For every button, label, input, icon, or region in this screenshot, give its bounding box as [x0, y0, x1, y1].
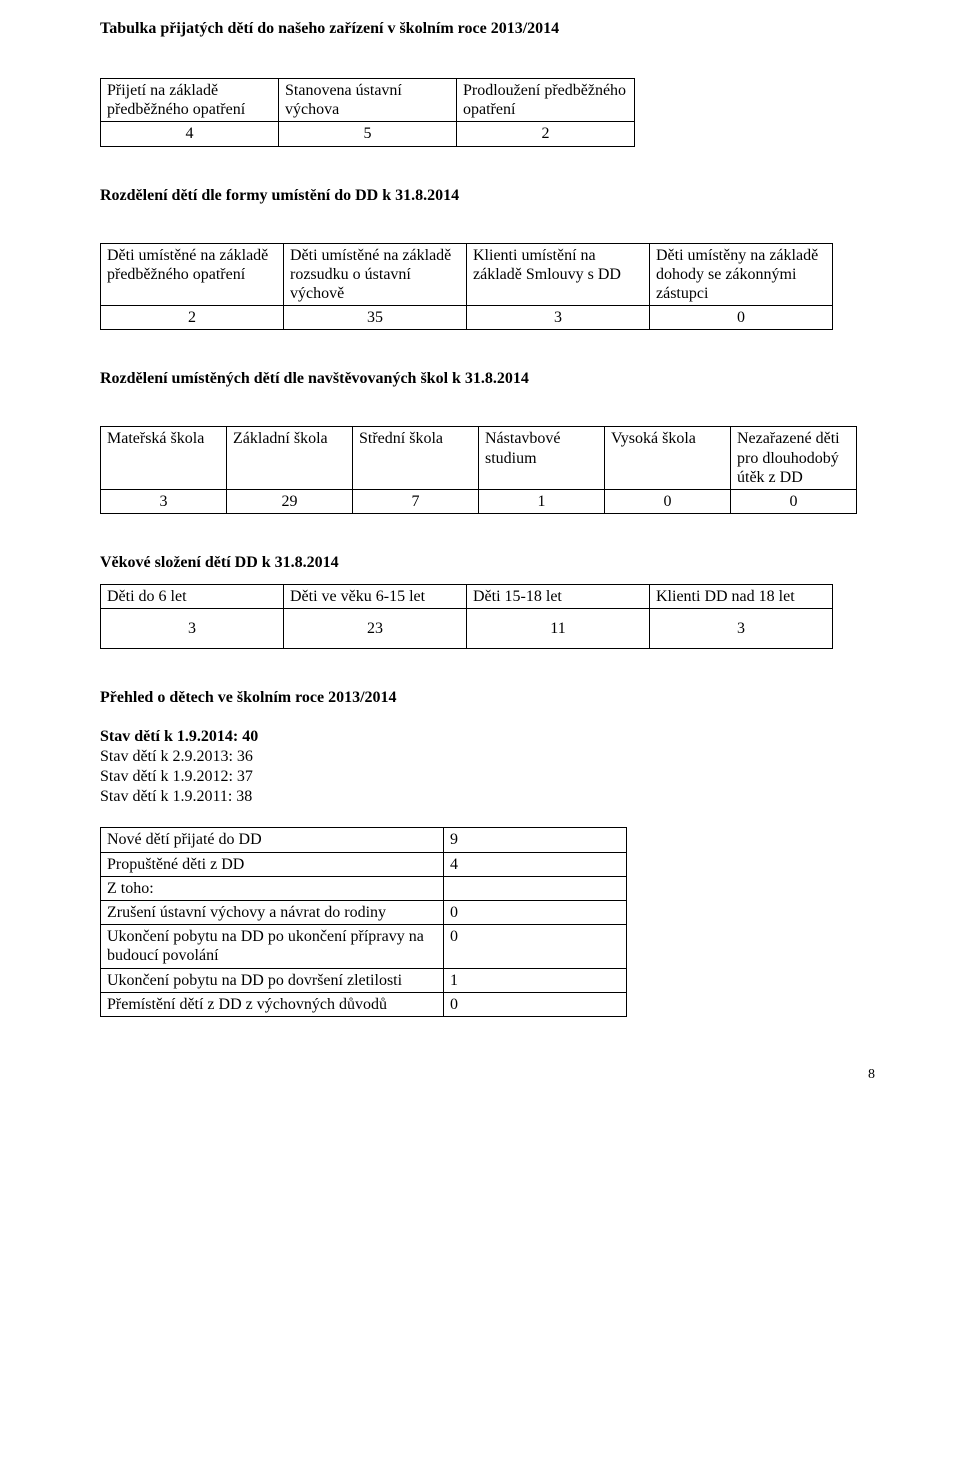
- t4-header-4: Klienti DD nad 18 let: [650, 585, 833, 609]
- heading-placement-form: Rozdělení dětí dle formy umístění do DD …: [100, 187, 875, 205]
- t4-value-4: 3: [650, 609, 833, 649]
- t3-header-4: Nástavbové studium: [479, 427, 605, 490]
- table-schools: Mateřská škola Základní škola Střední šk…: [100, 426, 875, 514]
- t3-value-5: 0: [605, 489, 731, 513]
- t5-r4-b: 0: [444, 925, 627, 968]
- heading-age: Věkové složení dětí DD k 31.8.2014: [100, 554, 875, 572]
- table-row: Ukončení pobytu na DD po ukončení přípra…: [101, 925, 627, 968]
- t5-r6-b: 0: [444, 992, 627, 1016]
- table-row: Ukončení pobytu na DD po dovršení zletil…: [101, 968, 627, 992]
- page-number: 8: [100, 1067, 875, 1083]
- t2-header-1: Děti umístěné na základě předběžného opa…: [101, 243, 284, 306]
- t3-header-2: Základní škola: [227, 427, 353, 490]
- t3-value-4: 1: [479, 489, 605, 513]
- t2-header-4: Děti umístěny na základě dohody se zákon…: [650, 243, 833, 306]
- t3-value-6: 0: [731, 489, 857, 513]
- t3-header-5: Vysoká škola: [605, 427, 731, 490]
- t3-header-6: Nezařazené děti pro dlouhodobý útěk z DD: [731, 427, 857, 490]
- table-row: Propuštěné děti z DD 4: [101, 852, 627, 876]
- table-row: Přemístění dětí z DD z výchovných důvodů…: [101, 992, 627, 1016]
- stav-line-2: Stav dětí k 2.9.2013: 36: [100, 747, 875, 767]
- t5-r0-a: Nové dětí přijaté do DD: [101, 828, 444, 852]
- t4-value-1: 3: [101, 609, 284, 649]
- table-row: Z toho:: [101, 876, 627, 900]
- page-main-title: Tabulka přijatých dětí do našeho zařízen…: [100, 20, 875, 38]
- table-placement-form: Děti umístěné na základě předběžného opa…: [100, 243, 875, 331]
- heading-overview: Přehled o dětech ve školním roce 2013/20…: [100, 689, 875, 707]
- status-lines: Stav dětí k 1.9.2014: 40 Stav dětí k 2.9…: [100, 727, 875, 807]
- t4-value-3: 11: [467, 609, 650, 649]
- t4-header-2: Děti ve věku 6-15 let: [284, 585, 467, 609]
- t3-header-3: Střední škola: [353, 427, 479, 490]
- t2-value-2: 35: [284, 306, 467, 330]
- t5-r0-b: 9: [444, 828, 627, 852]
- t2-value-1: 2: [101, 306, 284, 330]
- t5-r2-b: [444, 876, 627, 900]
- t1-value-3: 2: [457, 122, 635, 146]
- t3-header-1: Mateřská škola: [101, 427, 227, 490]
- t4-value-2: 23: [284, 609, 467, 649]
- stav-line-3: Stav dětí k 1.9.2012: 37: [100, 767, 875, 787]
- t3-value-1: 3: [101, 489, 227, 513]
- t2-value-4: 0: [650, 306, 833, 330]
- t5-r2-a: Z toho:: [101, 876, 444, 900]
- t1-value-1: 4: [101, 122, 279, 146]
- t5-r5-b: 1: [444, 968, 627, 992]
- t5-r1-a: Propuštěné děti z DD: [101, 852, 444, 876]
- t2-header-3: Klienti umístění na základě Smlouvy s DD: [467, 243, 650, 306]
- table-row: Zrušení ústavní výchovy a návrat do rodi…: [101, 901, 627, 925]
- t4-header-1: Děti do 6 let: [101, 585, 284, 609]
- table-age: Děti do 6 let Děti ve věku 6-15 let Děti…: [100, 584, 875, 649]
- t5-r6-a: Přemístění dětí z DD z výchovných důvodů: [101, 992, 444, 1016]
- t1-value-2: 5: [279, 122, 457, 146]
- t1-header-1: Přijetí na základě předběžného opatření: [101, 79, 279, 122]
- table-admitted-children: Přijetí na základě předběžného opatření …: [100, 78, 875, 147]
- t5-r1-b: 4: [444, 852, 627, 876]
- t2-header-2: Děti umístěné na základě rozsudku o ústa…: [284, 243, 467, 306]
- t1-header-2: Stanovena ústavní výchova: [279, 79, 457, 122]
- t5-r3-a: Zrušení ústavní výchovy a návrat do rodi…: [101, 901, 444, 925]
- table-overview: Nové dětí přijaté do DD 9 Propuštěné dět…: [100, 827, 875, 1017]
- t4-header-3: Děti 15-18 let: [467, 585, 650, 609]
- table-row: Nové dětí přijaté do DD 9: [101, 828, 627, 852]
- t1-header-3: Prodloužení předběžného opatření: [457, 79, 635, 122]
- t3-value-3: 7: [353, 489, 479, 513]
- t2-value-3: 3: [467, 306, 650, 330]
- t5-r3-b: 0: [444, 901, 627, 925]
- t5-r4-a: Ukončení pobytu na DD po ukončení přípra…: [101, 925, 444, 968]
- t5-r5-a: Ukončení pobytu na DD po dovršení zletil…: [101, 968, 444, 992]
- stav-line-1: Stav dětí k 1.9.2014: 40: [100, 727, 875, 747]
- stav-line-4: Stav dětí k 1.9.2011: 38: [100, 787, 875, 807]
- heading-schools: Rozdělení umístěných dětí dle navštěvova…: [100, 370, 875, 388]
- t3-value-2: 29: [227, 489, 353, 513]
